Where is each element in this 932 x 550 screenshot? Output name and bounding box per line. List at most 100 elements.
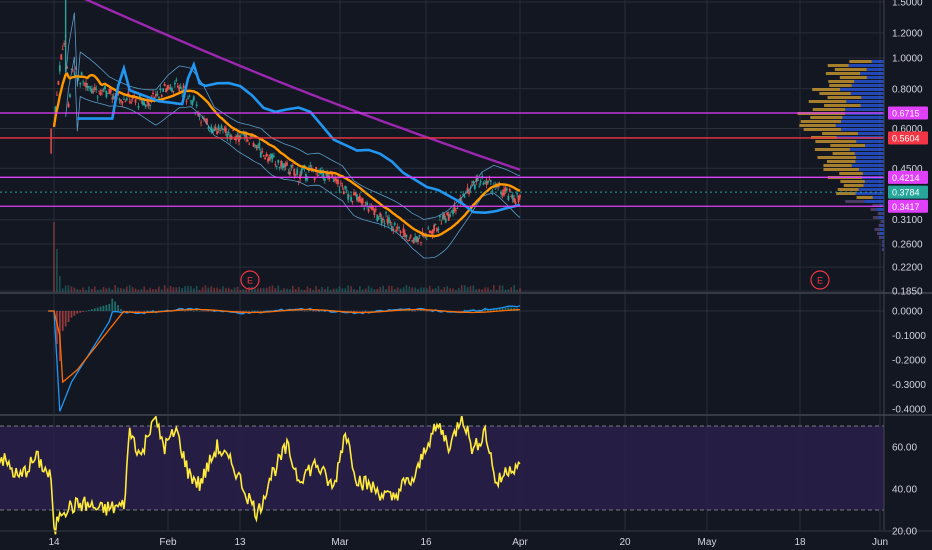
volume-bar [478,288,481,292]
volume-bar [481,289,483,292]
candle-body [136,98,138,100]
volume-bar [452,288,454,292]
volume-bar [53,222,55,292]
volume-bar [204,285,207,292]
candle-body [441,214,444,220]
pane-separators[interactable] [0,292,932,532]
candle-body [264,157,267,160]
volume-bar [417,288,419,292]
volume-profile-bar [842,116,884,119]
macd-histogram-bar [189,310,192,311]
volume-bar [472,285,475,292]
candle-body [217,125,220,130]
volume-bar [140,289,143,292]
candle-body [503,189,505,196]
volume-profile-bar [879,228,884,231]
time-axis[interactable]: 14 Feb 13 Mar 16 Apr 20 May 18 Jun [48,537,888,548]
candle-body [139,95,141,98]
volume-bar [449,288,451,292]
price-axis[interactable]: 1.5000 1.2000 1.0000 0.8000 0.6000 0.4500 0.31… [883,0,928,538]
candle-body [270,153,272,159]
macd-histogram-bar [131,311,134,312]
candle-body [472,181,475,184]
candle-body [82,81,85,83]
candle-body [224,127,227,134]
volume-profile-bar [879,232,884,235]
rsi-tick-label: 40.00 [892,485,917,496]
volume-bar [513,285,515,292]
moving-average-lines [52,0,521,238]
price-level-badge [888,199,928,213]
macd-tick-label: -0.2000 [892,356,926,367]
volume-bar [294,288,297,292]
candle-body [255,145,258,148]
candle-body [200,122,202,124]
candle-body [130,102,133,104]
volume-bar [96,289,99,292]
volume-bar [76,289,79,292]
macd-histogram-bar [88,310,90,311]
band-upper [65,12,521,221]
volume-bar [501,285,504,292]
macd-histogram-bar [117,305,119,311]
volume-bar [475,289,478,292]
candle-body [517,196,520,203]
macd-histogram-bar [364,310,367,311]
volume-bar [376,289,379,292]
candle-body [478,186,481,188]
bollinger-bands [65,12,521,259]
volume-profile-bar [819,92,851,95]
candle-body [447,214,450,221]
volume-bar [504,289,507,292]
macd-histogram-bar [484,307,486,311]
candle-body [272,155,275,157]
candle-body [455,210,457,212]
macd-histogram-bar [93,308,96,311]
candle-body [300,168,303,175]
volume-bar [111,289,114,292]
volume-bar [184,286,186,292]
candle-body [66,66,69,69]
candle-body [57,81,60,85]
volume-profile-bar [860,104,884,107]
candle-body [444,218,447,223]
price-level-badge-label: 0.3784 [892,188,920,198]
candle-body [223,128,226,130]
candle-body [160,95,163,97]
volume-bar [207,287,210,292]
candle-body [56,94,58,96]
macd-histogram-bar [312,311,315,312]
volume-bar [300,289,303,292]
candle-body [414,237,417,240]
candle-body [450,211,453,213]
volume-bar [335,288,338,292]
candle-body [433,224,435,231]
volume-profile-bar [882,220,884,223]
volume-profile-bar [864,200,884,203]
volume-profile-bar [866,76,884,79]
volume-bar [219,288,221,292]
candle-body [491,190,494,192]
candle-body [141,100,144,105]
volume-profile-bar [827,64,849,67]
volume-bar [312,289,315,292]
volume-bar [236,286,239,292]
volume-bar [280,289,282,292]
time-tick-label: Jun [872,537,888,548]
time-tick-label: 14 [48,537,60,548]
volume-profile-bar [876,208,884,211]
candle-body [361,198,364,204]
volume-profile-bar [850,92,884,95]
candle-body [192,96,195,101]
candle-body [489,180,492,182]
volume-bar [88,286,90,292]
macd-histogram-bar [411,311,414,312]
candle-body [262,154,265,156]
macd-histogram-bar [300,310,303,311]
macd-histogram-bar [56,311,58,344]
candle-body [392,228,395,231]
volume-profile-bar [881,212,884,215]
candle-body [428,230,431,234]
